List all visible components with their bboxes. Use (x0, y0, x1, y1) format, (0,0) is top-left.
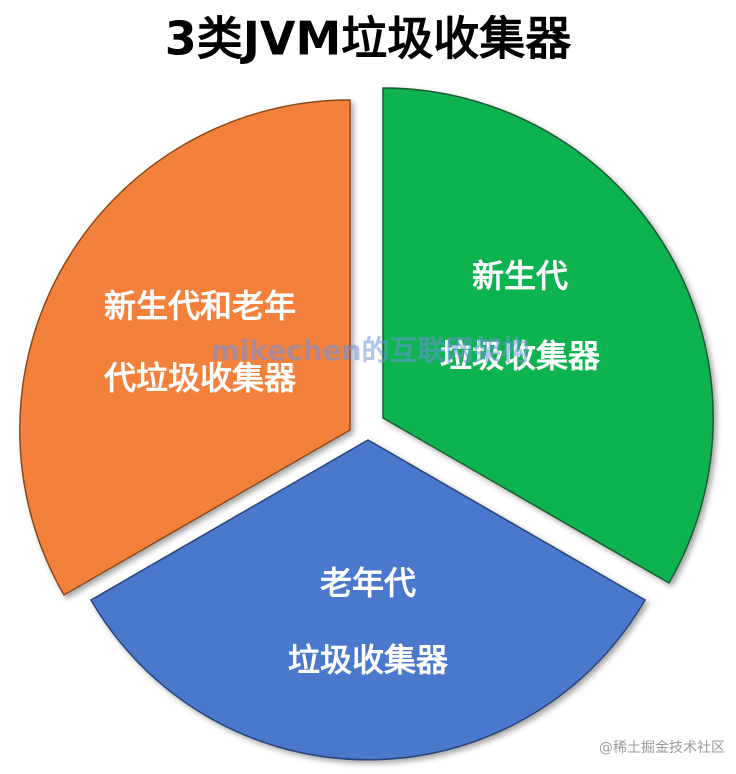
segment-label: 老年代 (320, 564, 416, 602)
segment-label: 垃圾收集器 (440, 337, 601, 375)
segment-label: 垃圾收集器 (288, 641, 449, 679)
watermark: mikechen的互联网架构 (210, 334, 529, 367)
young-gen-segment (382, 87, 714, 585)
title: 3类JVM垃圾收集器 (165, 12, 572, 66)
both-gen-segment (19, 99, 351, 597)
old-gen-segment (89, 439, 647, 761)
segment-label: 新生代 (472, 257, 568, 295)
segment-label: 代垃圾收集器 (103, 359, 297, 397)
footer: @稀土掘金技术社区 (599, 740, 725, 756)
segment-label: 新生代和老年 (104, 287, 296, 325)
